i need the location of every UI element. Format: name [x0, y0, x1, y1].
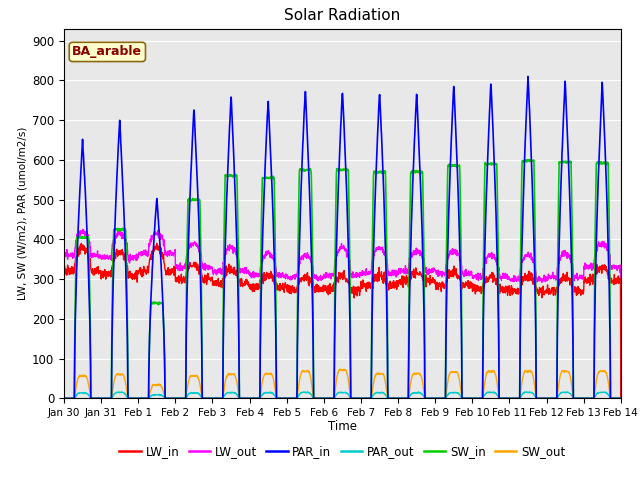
SW_in [524, 156, 532, 162]
PAR_out [415, 389, 422, 395]
SW_in [568, 203, 575, 208]
PAR_in [568, 270, 575, 276]
PAR_in [524, 73, 532, 79]
LW_in [60, 269, 68, 275]
LW_in [371, 271, 379, 277]
PAR_in [371, 214, 378, 219]
LW_out [216, 266, 223, 272]
PAR_in [584, 396, 591, 401]
SW_out [371, 374, 379, 380]
LW_out [584, 264, 591, 270]
SW_out [504, 396, 512, 401]
Line: LW_out: LW_out [64, 229, 621, 398]
PAR_in [504, 396, 512, 401]
PAR_in [216, 396, 223, 401]
PAR_out [60, 396, 68, 401]
LW_in [617, 396, 625, 401]
Line: PAR_out: PAR_out [64, 392, 621, 398]
LW_out [617, 396, 625, 401]
PAR_out [216, 396, 223, 401]
SW_out [336, 366, 344, 372]
Y-axis label: LW, SW (W/m2), PAR (umol/m2/s): LW, SW (W/m2), PAR (umol/m2/s) [18, 127, 28, 300]
PAR_out [617, 396, 625, 401]
LW_in [568, 284, 575, 290]
LW_out [60, 251, 68, 257]
PAR_in [60, 396, 68, 401]
Line: PAR_in: PAR_in [64, 76, 621, 398]
LW_in [359, 286, 367, 291]
LW_in [216, 281, 223, 287]
LW_out [504, 274, 512, 280]
LW_in [153, 240, 161, 246]
SW_in [216, 396, 223, 401]
PAR_out [568, 393, 575, 398]
SW_in [358, 396, 366, 401]
PAR_out [504, 396, 512, 401]
LW_out [116, 226, 124, 232]
Line: SW_out: SW_out [64, 369, 621, 398]
SW_out [568, 384, 575, 390]
SW_in [617, 396, 625, 401]
PAR_out [584, 396, 591, 401]
SW_out [216, 396, 223, 401]
SW_in [371, 169, 378, 175]
SW_in [60, 396, 68, 401]
Line: SW_in: SW_in [64, 159, 621, 398]
Text: BA_arable: BA_arable [72, 46, 142, 59]
LW_out [568, 259, 575, 264]
PAR_in [358, 396, 366, 401]
LW_out [371, 249, 379, 255]
SW_in [504, 396, 512, 401]
SW_out [617, 396, 625, 401]
Line: LW_in: LW_in [64, 243, 621, 398]
SW_in [584, 396, 591, 401]
PAR_in [617, 396, 625, 401]
X-axis label: Time: Time [328, 420, 357, 432]
PAR_out [371, 391, 378, 396]
LW_out [359, 272, 367, 278]
LW_in [584, 277, 591, 283]
LW_in [504, 286, 512, 292]
Title: Solar Radiation: Solar Radiation [284, 9, 401, 24]
Legend: LW_in, LW_out, PAR_in, PAR_out, SW_in, SW_out: LW_in, LW_out, PAR_in, PAR_out, SW_in, S… [115, 440, 570, 463]
SW_out [359, 396, 367, 401]
PAR_out [358, 396, 366, 401]
SW_out [584, 396, 591, 401]
SW_out [60, 396, 68, 401]
